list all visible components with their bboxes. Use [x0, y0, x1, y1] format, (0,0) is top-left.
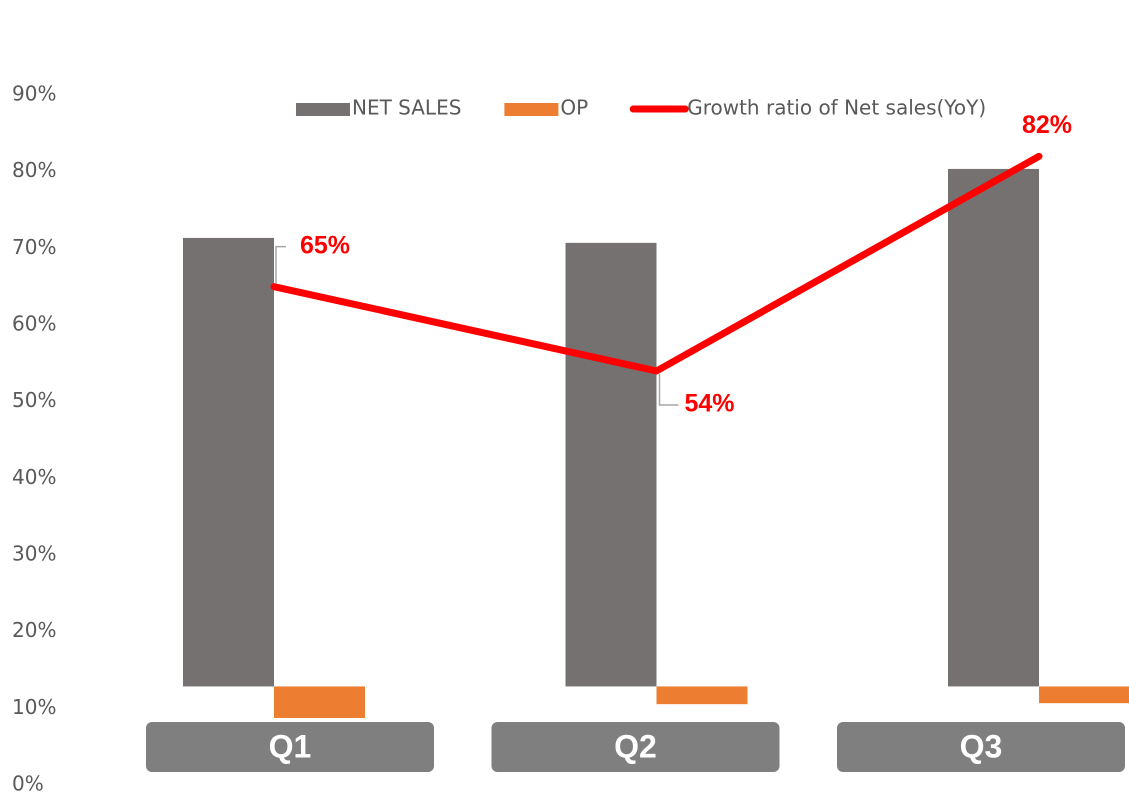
y-tick-label: 70%: [12, 235, 56, 259]
y-tick-label: 90%: [12, 82, 56, 106]
line: [270, 152, 1043, 375]
bar: [183, 237, 274, 687]
category-box: [491, 722, 780, 772]
data-label: 54%: [685, 390, 735, 418]
y-tick-label: 0%: [12, 772, 44, 795]
bar: [948, 168, 1039, 687]
legend-label: NET SALES: [352, 96, 461, 120]
legend-swatch: [504, 103, 559, 116]
bar: [274, 686, 365, 718]
x-tick-label: Q3: [960, 728, 1003, 764]
y-tick-label: 10%: [12, 695, 56, 719]
data-label: 82%: [1022, 111, 1072, 139]
category-box: [146, 722, 434, 772]
y-tick-label: 60%: [12, 312, 56, 336]
category-box: [837, 722, 1125, 772]
x-tick-label: Q2: [614, 728, 657, 764]
y-tick-label: 30%: [12, 542, 56, 566]
y-tick-label: 20%: [12, 618, 56, 642]
legend-label: OP: [560, 96, 588, 120]
leader-line: [275, 245, 286, 284]
legend-swatch: [296, 103, 350, 116]
bar: [656, 686, 748, 705]
leader-line: [658, 374, 679, 406]
data-label: 65%: [300, 231, 350, 259]
y-tick-label: 50%: [12, 388, 56, 412]
x-tick-label: Q1: [269, 728, 312, 764]
bar: [1039, 686, 1129, 704]
legend-label: Growth ratio of Net sales(YoY): [687, 96, 986, 120]
y-tick-label: 40%: [12, 465, 56, 489]
y-tick-label: 80%: [12, 158, 56, 182]
bar: [565, 242, 657, 687]
